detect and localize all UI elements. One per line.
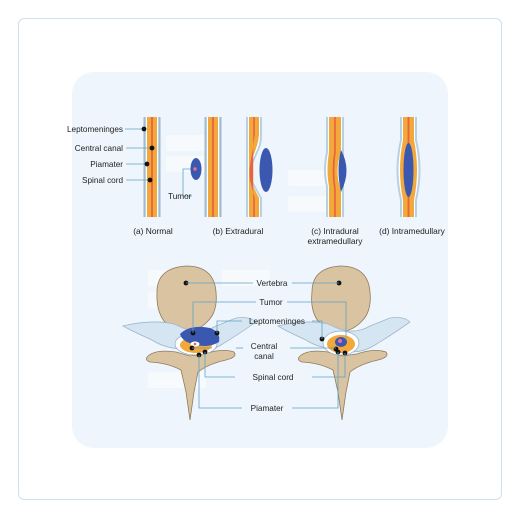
caption-extramedullary: extramedullary — [308, 236, 364, 246]
label-bottom-piamater: Piamater — [251, 404, 284, 413]
cord-intradural — [324, 117, 347, 217]
bottom-leader-lines — [186, 282, 347, 409]
cord-extradural-a — [204, 116, 222, 218]
label-tumor: Tumor — [168, 192, 192, 201]
dot-central-canal — [149, 145, 155, 151]
caption-intramedullary: (d) Intramedullary — [379, 226, 445, 236]
cord-normal — [143, 116, 161, 218]
caption-normal: (a) Normal — [133, 226, 173, 236]
dot-piamater — [144, 161, 150, 167]
label-piamater: Piamater — [90, 160, 123, 169]
intramedullary-tumor — [403, 143, 414, 197]
vertebra-right — [276, 265, 411, 421]
label-bottom-spinal-cord: Spinal cord — [253, 373, 294, 382]
label-leptomeninges: Leptomeninges — [67, 125, 123, 134]
dot-spinal-cord — [147, 177, 153, 183]
cord-intramedullary — [396, 117, 421, 217]
label-bottom-central: Central — [251, 342, 278, 351]
vertebra-left — [121, 265, 257, 421]
label-bottom-tumor: Tumor — [259, 298, 283, 307]
extradural-tumor — [259, 148, 273, 192]
intradural-tumor — [338, 150, 347, 192]
dot-leptomeninges — [141, 126, 147, 132]
caption-intradural: (c) Intradural — [311, 226, 359, 236]
label-bottom-canal: canal — [254, 352, 274, 361]
left-tumor — [180, 326, 220, 346]
caption-extradural: (b) Extradural — [213, 226, 264, 236]
tumor-spot — [193, 167, 197, 171]
label-bottom-leptomeninges: Leptomeninges — [249, 317, 305, 326]
label-vertebra: Vertebra — [257, 279, 288, 288]
label-central-canal: Central canal — [75, 144, 123, 153]
label-spinal-cord: Spinal cord — [82, 176, 123, 185]
cord-extradural-b — [246, 117, 273, 217]
